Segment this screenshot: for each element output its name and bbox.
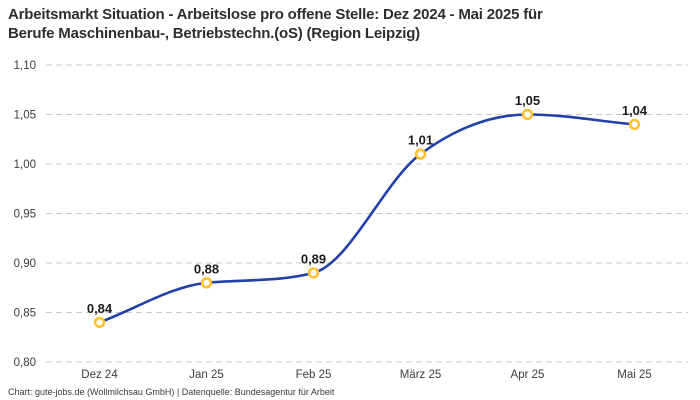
chart-credits: Chart: gute-jobs.de (Wollmilchsau GmbH) … <box>8 387 335 397</box>
data-point-marker <box>414 148 427 160</box>
x-tick-label: Jan 25 <box>189 369 224 381</box>
data-markers <box>93 108 641 329</box>
y-axis-tick-labels: 1,10 1,05 1,00 0,95 0,90 0,85 0,80 <box>14 60 36 369</box>
data-point-marker <box>628 118 641 131</box>
y-tick-label: 1,05 <box>14 110 36 122</box>
data-point-value-label: 0,88 <box>194 261 219 276</box>
x-tick-label: Feb 25 <box>296 369 332 381</box>
data-point-marker <box>307 267 320 279</box>
data-value-labels: 0,84 0,88 0,89 1,01 1,05 1,04 <box>87 93 648 316</box>
data-point-value-label: 1,01 <box>408 133 433 148</box>
chart-title: Arbeitsmarkt Situation - Arbeitslose pro… <box>8 5 656 43</box>
chart-title-line2: Berufe Maschinenbau-, Betriebstechn.(oS)… <box>8 25 420 42</box>
data-point-marker <box>200 277 213 289</box>
y-tick-label: 0,80 <box>14 357 36 369</box>
data-point-value-label: 1,04 <box>622 103 648 118</box>
x-tick-label: Apr 25 <box>511 369 545 381</box>
x-tick-label: März 25 <box>400 369 442 381</box>
data-point-value-label: 0,84 <box>87 301 113 316</box>
series-line <box>98 113 636 324</box>
y-gridlines <box>46 64 688 363</box>
y-tick-label: 0,95 <box>14 209 36 221</box>
x-tick-label: Mai 25 <box>617 369 652 381</box>
x-axis-tick-labels: Dez 24 Jan 25 Feb 25 März 25 Apr 25 Mai 25 <box>81 369 651 381</box>
y-tick-label: 1,10 <box>14 60 36 72</box>
y-tick-label: 1,00 <box>14 159 36 171</box>
data-point-marker <box>93 316 106 329</box>
data-point-value-label: 1,05 <box>515 93 540 108</box>
x-tick-label: Dez 24 <box>81 369 118 381</box>
y-tick-label: 0,85 <box>14 308 36 320</box>
data-point-value-label: 0,89 <box>301 251 326 266</box>
data-point-marker <box>521 108 534 121</box>
chart-title-line1: Arbeitsmarkt Situation - Arbeitslose pro… <box>8 6 543 23</box>
y-tick-label: 0,90 <box>14 258 36 270</box>
